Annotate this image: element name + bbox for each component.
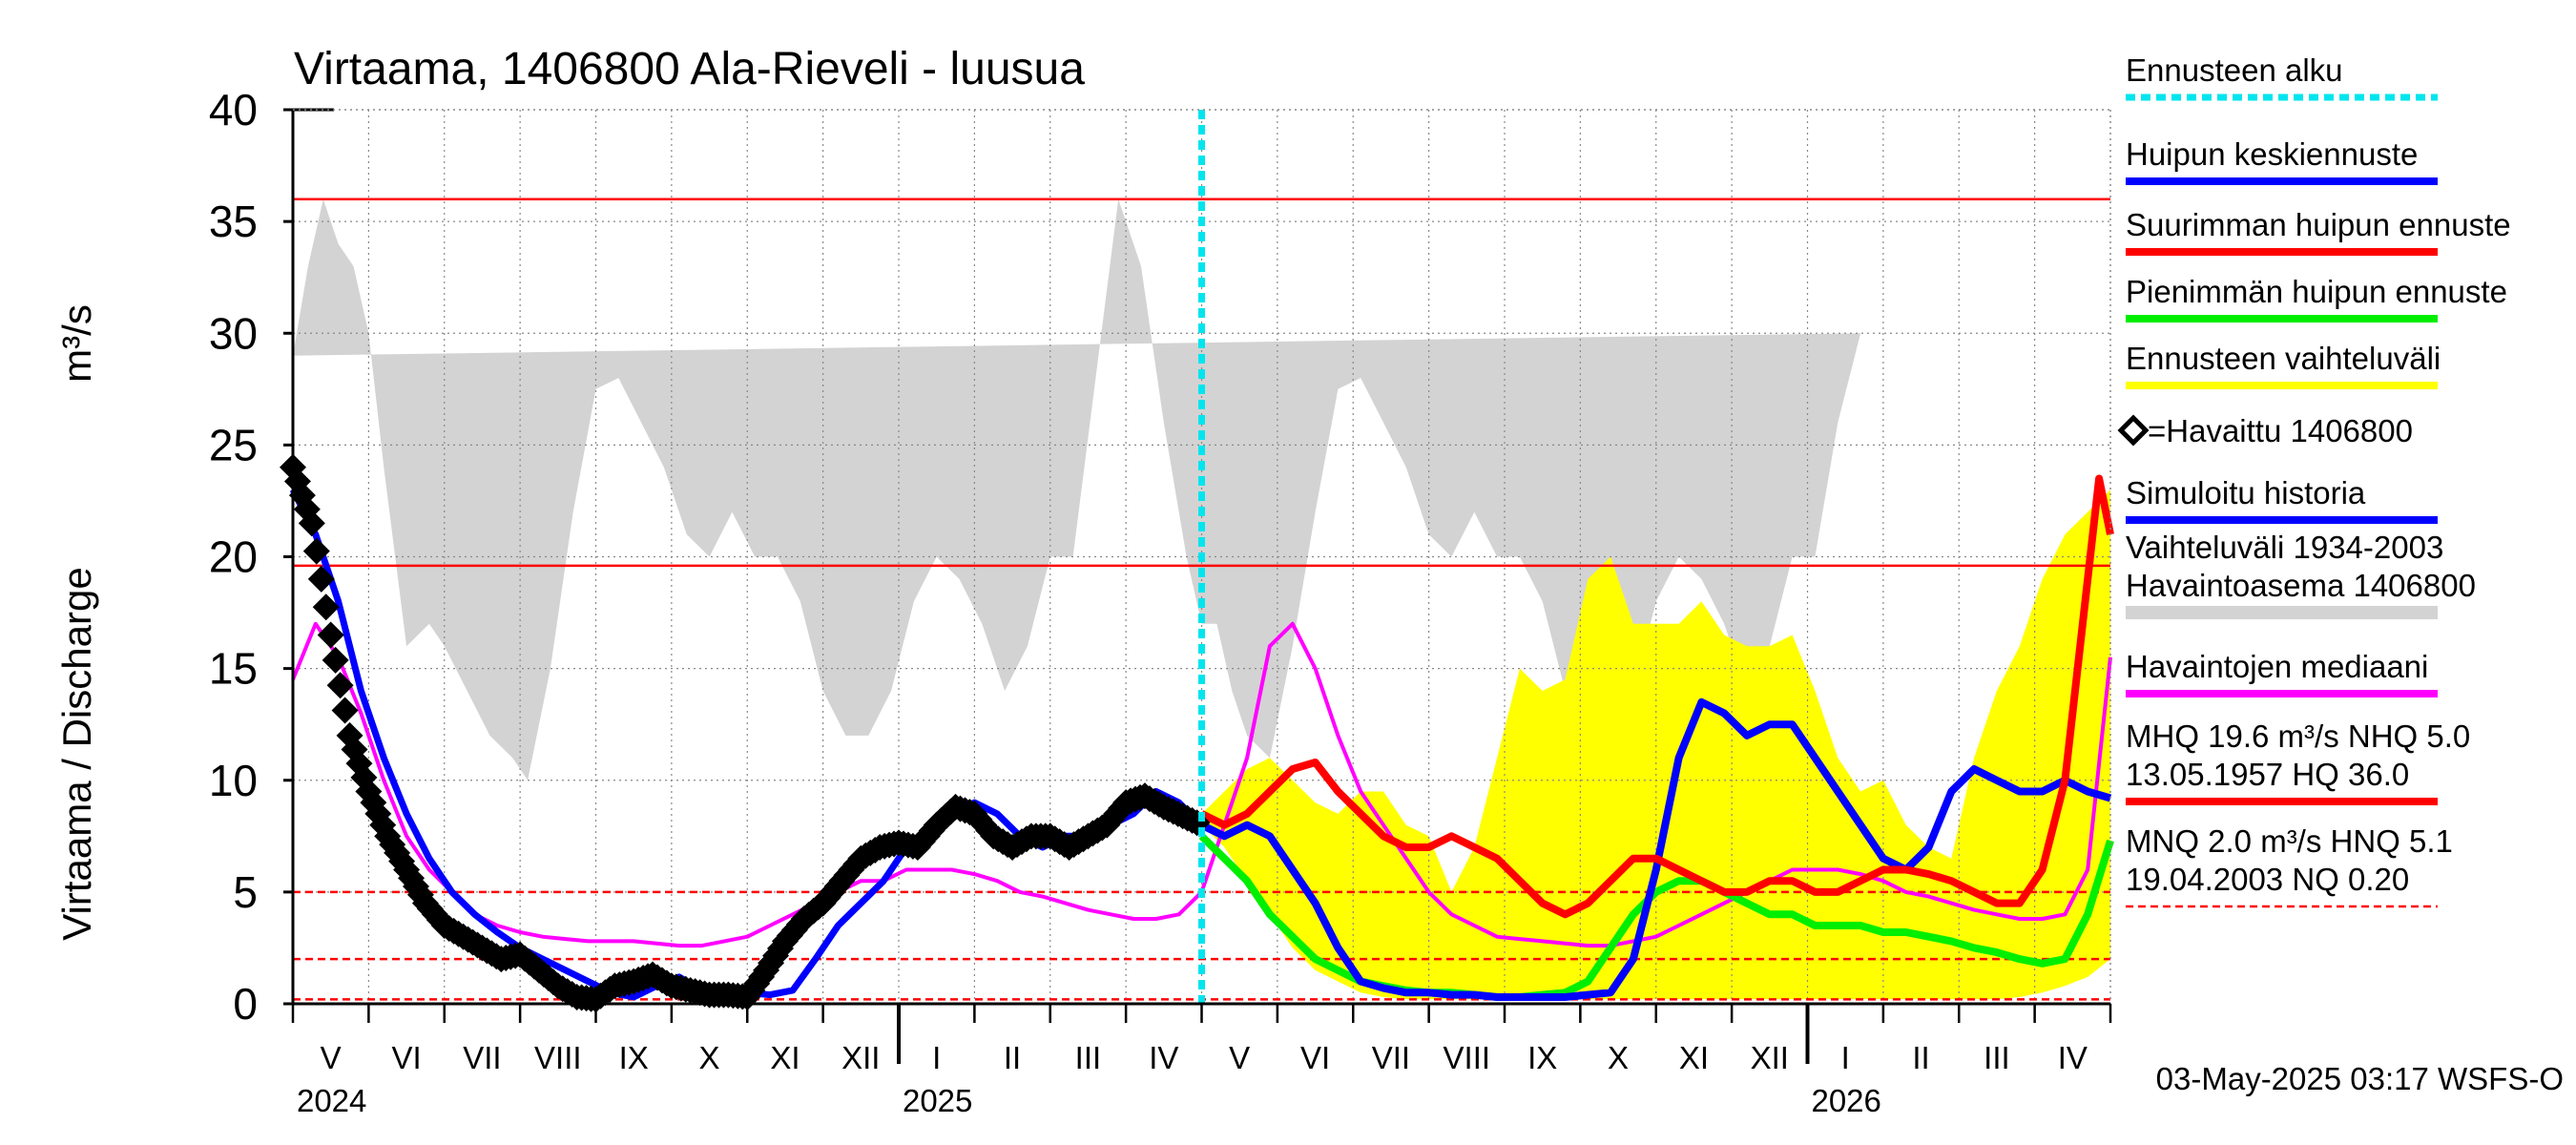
month-label: V bbox=[321, 1040, 342, 1075]
y-axis-label: Virtaama / Discharge bbox=[54, 567, 99, 940]
month-label: X bbox=[699, 1040, 720, 1075]
month-label: V bbox=[1229, 1040, 1250, 1075]
legend: Ennusteen alku Huipun keskiennuste Suurimm… bbox=[2117, 52, 2511, 908]
month-label: IV bbox=[1149, 1040, 1178, 1075]
legend-label: MNQ 2.0 m³/s HNQ 5.1 bbox=[2126, 823, 2453, 859]
observed-point bbox=[326, 672, 354, 699]
month-label: III bbox=[1984, 1040, 2010, 1075]
plot-area bbox=[280, 110, 2114, 1013]
y-tick-label: 25 bbox=[209, 420, 258, 469]
year-label: 2026 bbox=[1811, 1083, 1880, 1118]
min-peak-forecast-line bbox=[1198, 833, 2114, 1001]
legend-label-2: 13.05.1957 HQ 36.0 bbox=[2126, 757, 2409, 792]
year-label: 2025 bbox=[903, 1083, 972, 1118]
y-tick-label: 5 bbox=[233, 867, 258, 917]
observed-point bbox=[312, 593, 340, 621]
y-tick-label: 0 bbox=[233, 979, 258, 1029]
historical-range-band bbox=[293, 198, 1861, 781]
y-tick-label: 15 bbox=[209, 644, 258, 694]
y-tick-label: 30 bbox=[209, 308, 258, 358]
month-label: I bbox=[932, 1040, 941, 1075]
legend-label: Ennusteen alku bbox=[2126, 52, 2343, 88]
legend-label: Pienimmän huipun ennuste bbox=[2126, 274, 2507, 309]
month-label: VII bbox=[1372, 1040, 1410, 1075]
month-label: X bbox=[1608, 1040, 1629, 1075]
legend-label-2: Havaintoasema 1406800 bbox=[2126, 568, 2476, 603]
y-axis-unit: m³/s bbox=[54, 304, 99, 383]
month-label: IX bbox=[619, 1040, 649, 1075]
year-label: 2024 bbox=[297, 1083, 366, 1118]
month-label: II bbox=[1912, 1040, 1929, 1075]
month-label: VI bbox=[391, 1040, 421, 1075]
month-label: VIII bbox=[1444, 1040, 1491, 1075]
legend-label: =Havaittu 1406800 bbox=[2148, 413, 2413, 448]
month-label: II bbox=[1004, 1040, 1021, 1075]
y-tick-label: 35 bbox=[209, 197, 258, 246]
legend-label: MHQ 19.6 m³/s NHQ 5.0 bbox=[2126, 718, 2470, 754]
y-tick-label: 40 bbox=[209, 85, 258, 135]
month-label: XI bbox=[1679, 1040, 1709, 1075]
month-label: III bbox=[1075, 1040, 1102, 1075]
month-label: XI bbox=[770, 1040, 800, 1075]
month-label: I bbox=[1841, 1040, 1850, 1075]
observed-point bbox=[307, 565, 335, 593]
chart-title: Virtaama, 1406800 Ala-Rieveli - luusua bbox=[294, 44, 1085, 94]
observed-markers bbox=[280, 453, 1211, 1013]
legend-label: Huipun keskiennuste bbox=[2126, 136, 2418, 172]
observed-point bbox=[298, 510, 325, 537]
legend-label: Vaihteluväli 1934-2003 bbox=[2126, 530, 2443, 565]
legend-label: Ennusteen vaihteluväli bbox=[2126, 341, 2441, 376]
max-peak-forecast-line bbox=[1199, 474, 2114, 919]
legend-label-2: 19.04.2003 NQ 0.20 bbox=[2126, 862, 2409, 897]
legend-label: Suurimman huipun ennuste bbox=[2126, 207, 2511, 242]
observed-point bbox=[322, 646, 349, 674]
mean-peak-forecast-line bbox=[1199, 697, 2112, 1001]
observed-point bbox=[302, 537, 330, 565]
month-label: VIII bbox=[534, 1040, 582, 1075]
month-label: XII bbox=[841, 1040, 880, 1075]
observed-point bbox=[317, 621, 344, 649]
month-label: VII bbox=[463, 1040, 501, 1075]
month-label: XII bbox=[1751, 1040, 1789, 1075]
timestamp-label: 03-May-2025 03:17 WSFS-O bbox=[2156, 1061, 2564, 1096]
legend-observed-marker bbox=[2117, 414, 2150, 447]
legend-label: Havaintojen mediaani bbox=[2126, 649, 2428, 684]
month-label: VI bbox=[1300, 1040, 1330, 1075]
y-tick-label: 20 bbox=[209, 532, 258, 582]
month-label: IV bbox=[2058, 1040, 2088, 1075]
month-label: IX bbox=[1527, 1040, 1557, 1075]
legend-label: Simuloitu historia bbox=[2126, 475, 2366, 510]
observed-point bbox=[331, 697, 359, 724]
y-tick-label: 10 bbox=[209, 756, 258, 805]
